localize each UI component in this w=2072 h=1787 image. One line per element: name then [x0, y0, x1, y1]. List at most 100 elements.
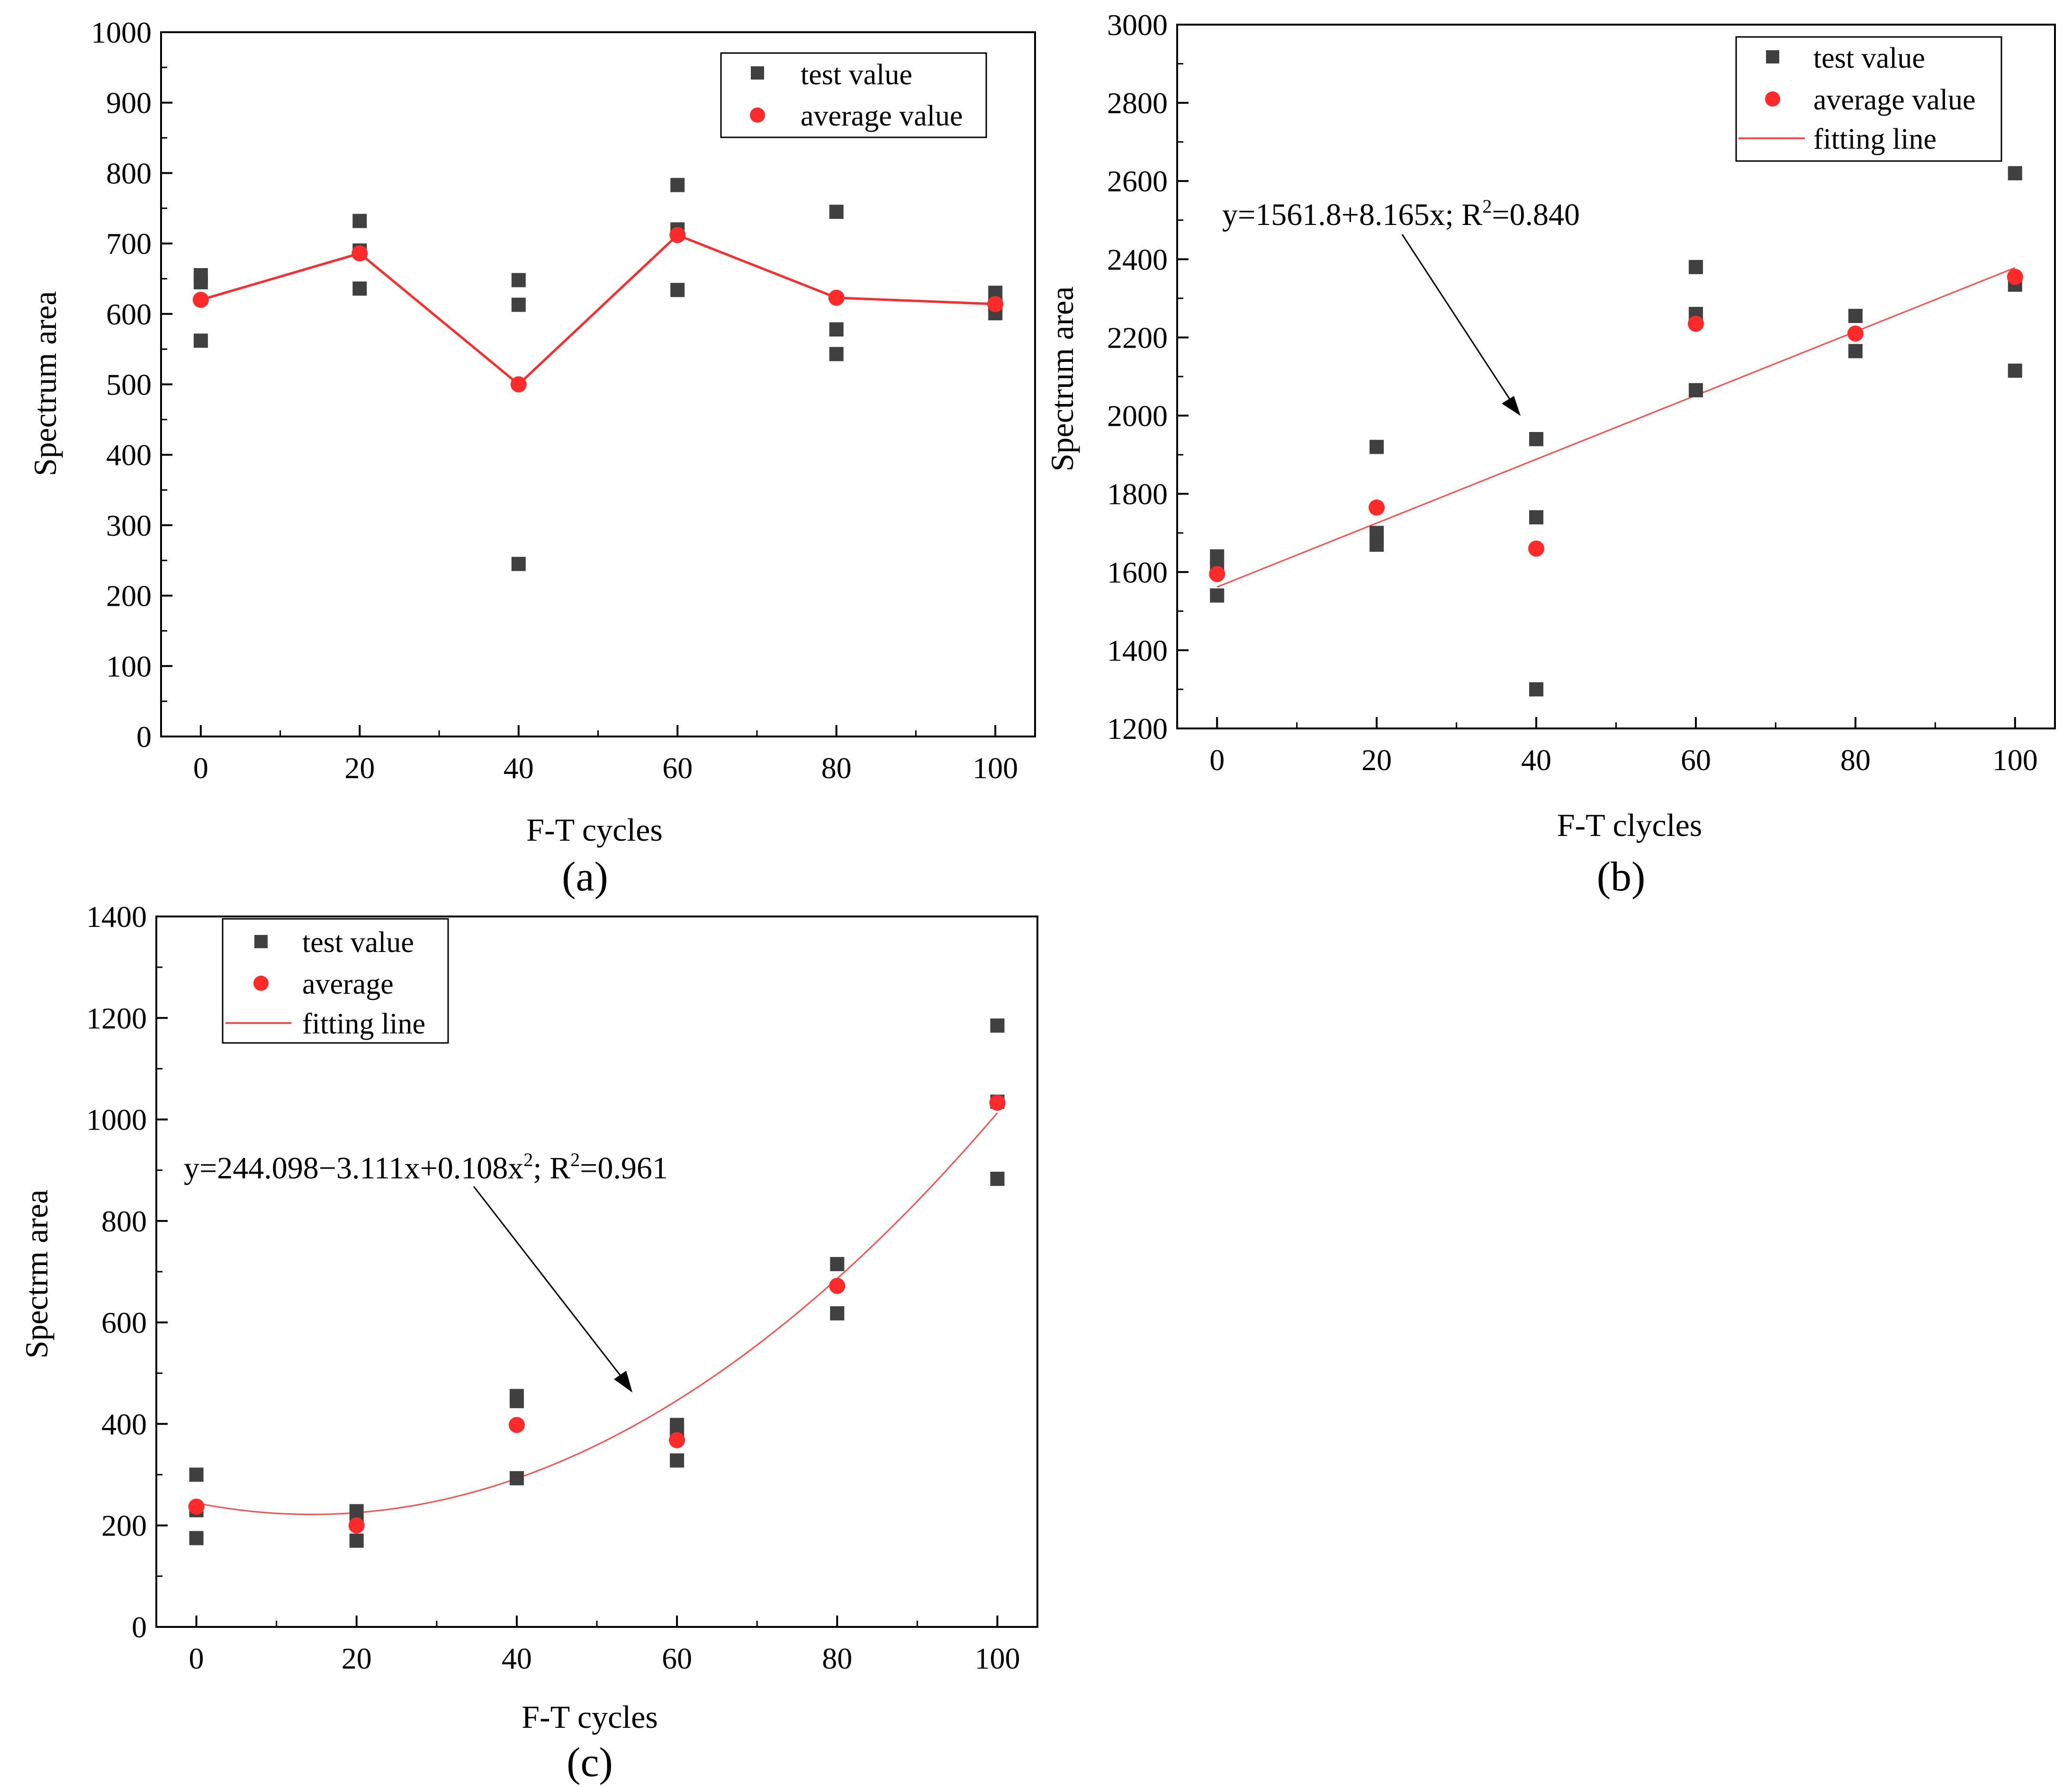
panel-c-test-point [509, 1394, 524, 1409]
panel-b-ytick-label: 1200 [1107, 712, 1168, 745]
panel-c-ytick-label: 1000 [86, 1103, 147, 1137]
panel-c-legend-test: test value [302, 926, 414, 959]
panel-b-fitting-line [1216, 267, 2016, 588]
panel-a-marks [192, 178, 1004, 571]
panel-c-legend-circle-icon [253, 976, 269, 991]
panel-b-test-point [1529, 432, 1544, 447]
panel-a-average-point [351, 245, 368, 261]
panel-b-test-point [1848, 309, 1863, 323]
panel-c-average-point [829, 1278, 846, 1294]
panel-c-xlabel: F-T cycles [522, 1699, 658, 1735]
panel-c-average-point [508, 1417, 525, 1433]
panel-c-average-point [989, 1095, 1006, 1111]
panel-a-ytick-label: 900 [106, 86, 152, 120]
panel-a-test-point [829, 347, 844, 361]
panel-c-equation-main: y=244.098−3.111x+0.108x [184, 1151, 523, 1185]
panel-b-xtick-label: 60 [1681, 743, 1711, 777]
panel-a-ytick-label: 400 [106, 438, 152, 472]
panel-a-xtick-label: 100 [973, 751, 1018, 785]
panel-c-ytick-label: 400 [101, 1407, 147, 1441]
panel-a-xtick-label: 80 [821, 751, 852, 785]
panel-a-test-point [829, 322, 844, 337]
panel-a-ytick-label: 200 [106, 579, 152, 613]
panel-b-annotation-arrowhead [1502, 396, 1521, 416]
panel-c-ytick-label: 800 [101, 1204, 147, 1238]
panel-c-label: (c) [567, 1740, 613, 1786]
panel-b-equation-main: y=1561.8+8.165x; R [1222, 198, 1482, 232]
panel-b-ytick-label: 2800 [1107, 86, 1168, 120]
panel-b-xtick-label: 100 [1992, 743, 2038, 777]
panel-a-ytick-label: 700 [106, 227, 152, 260]
panel-c-fitting-line [196, 1112, 998, 1516]
panel-a-legend: test value average value [720, 52, 987, 138]
panel-c-equation-sup: 2 [523, 1149, 533, 1170]
panel-a-average-line [200, 233, 996, 386]
panel-b-test-point [1848, 344, 1863, 359]
panel-a-legend-box [720, 52, 987, 138]
panel-b-test-point [2008, 166, 2022, 180]
panel-b-equation-tail: =0.840 [1492, 198, 1580, 232]
panel-a-ylabel: Spectrum area [27, 291, 63, 476]
panel-c-annotation-arrowhead [614, 1371, 632, 1392]
panel-a-legend-square-icon [751, 66, 764, 80]
panel-b-test-point [1688, 383, 1703, 397]
panel-c-ytick-label: 600 [101, 1306, 147, 1339]
panel-a-ytick-label: 500 [106, 368, 152, 402]
panel-c-test-point [830, 1306, 845, 1320]
panel-a-average-point [192, 292, 209, 308]
panel-a-test-point [829, 205, 844, 219]
panel-a-ytick-label: 800 [106, 156, 152, 190]
panel-b-average-point [1528, 540, 1545, 557]
panel-a-average-point [510, 376, 527, 393]
panel-b-ytick-label: 2400 [1107, 242, 1168, 276]
panel-b-ytick-label: 2200 [1107, 321, 1168, 354]
panel-a-test-point [193, 275, 208, 289]
panel-a-test-point [352, 214, 367, 228]
panel-b-xtick-label: 80 [1840, 743, 1871, 777]
panel-b-ytick-label: 2000 [1107, 399, 1168, 433]
panel-b-ytick-label: 1800 [1107, 477, 1168, 511]
panel-a-xtick-label: 40 [504, 751, 534, 785]
panel-b-test-point [2008, 363, 2022, 378]
panel-a-legend-test: test value [801, 59, 912, 91]
panel-a-test-point [511, 297, 526, 312]
panel-b-marks [1209, 166, 2023, 697]
panel-b-legend-fit: fitting line [1813, 123, 1937, 155]
panel-a-xtick-label: 20 [344, 751, 375, 785]
panel-c-ytick-label: 0 [132, 1610, 147, 1644]
panel-c-legend-average: average [302, 968, 394, 1000]
panel-b-average-point [1847, 325, 1864, 342]
panel-c-xtick-label: 80 [822, 1642, 852, 1675]
panel-c-test-point [189, 1531, 204, 1545]
panel-a-test-point [670, 178, 685, 192]
panel-c-test-point [189, 1467, 204, 1482]
panel-a-test-point [352, 281, 367, 296]
panel-c-ylabel: Spectrm area [18, 1190, 54, 1359]
panel-b-annotation-arrow [1401, 234, 1514, 405]
panel-a-average-point [987, 296, 1004, 312]
panel-c-test-point [990, 1171, 1005, 1186]
panel-b-test-point [1369, 537, 1384, 552]
panel-c-legend-square-icon [254, 935, 268, 948]
panel-b-xtick-label: 40 [1521, 743, 1551, 777]
panel-a-test-point [511, 273, 526, 287]
panel-c-xtick-label: 100 [974, 1642, 1020, 1675]
panel-c-ytick-label: 1200 [86, 1001, 147, 1035]
panel-b-average-point [2007, 269, 2023, 285]
panel-b-ytick-label: 1400 [1107, 634, 1168, 667]
panel-c-test-point [349, 1533, 364, 1548]
panel-c-xtick-label: 40 [502, 1642, 532, 1675]
panel-b-average-point [1209, 566, 1225, 582]
panel-a-ytick-label: 0 [136, 720, 152, 754]
panel-b-xtick-label: 20 [1361, 743, 1392, 777]
panel-c-test-point [670, 1453, 685, 1468]
panel-b-test-point [1529, 682, 1544, 697]
panel-a-label: (a) [562, 854, 608, 900]
panel-c-equation: y=244.098−3.111x+0.108x2; R2=0.961 [184, 1149, 668, 1185]
panel-b-ylabel: Spectrum area [1044, 287, 1080, 472]
panel-a-test-point [511, 557, 526, 571]
panel-b-legend-average: average value [1813, 84, 1975, 116]
panel-b-ytick-label: 1600 [1107, 556, 1168, 589]
panel-b-legend-test: test value [1813, 42, 1925, 74]
